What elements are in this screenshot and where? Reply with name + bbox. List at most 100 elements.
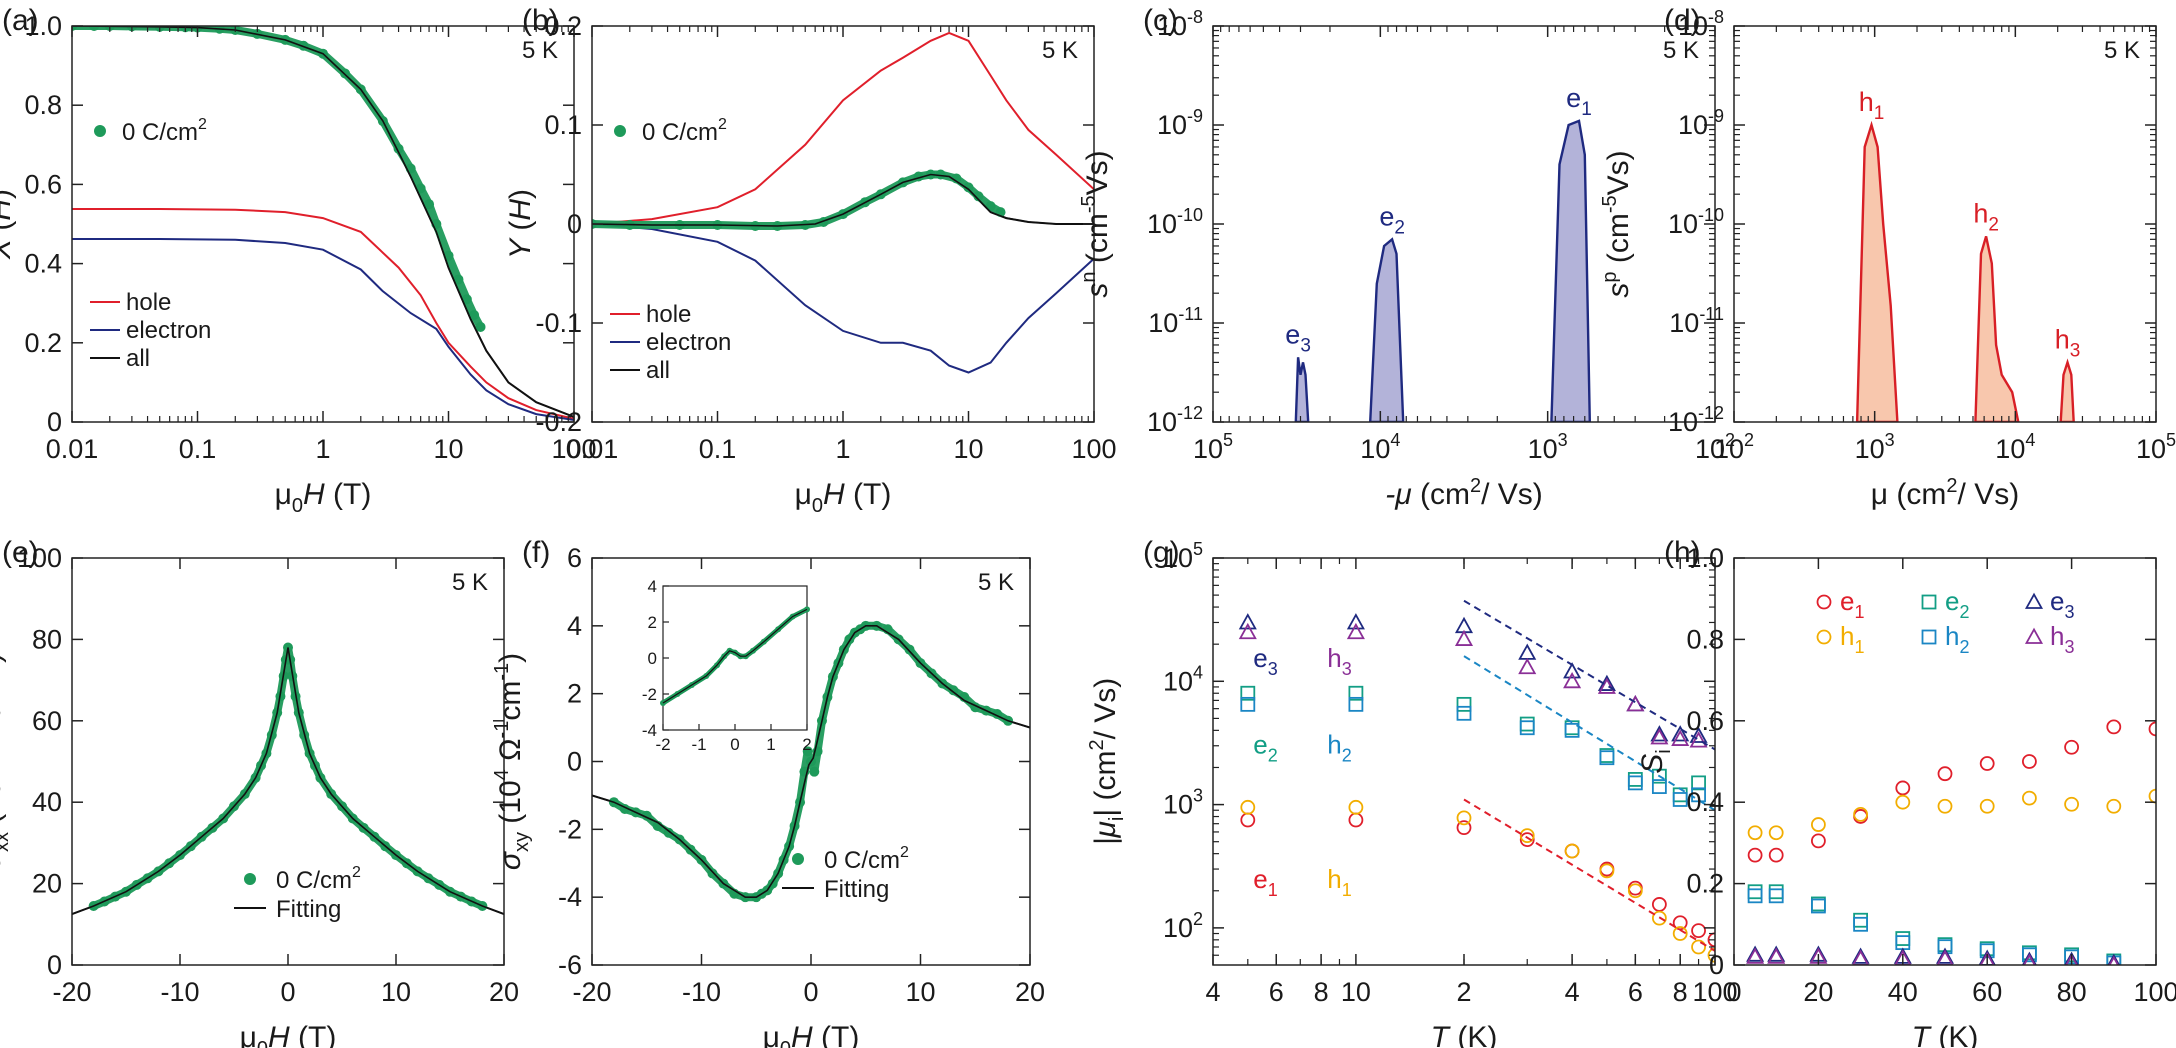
axis-label-part: / Vs) (1958, 478, 2020, 511)
y-axis-label: sp (cm-5Vs) (1599, 150, 1635, 297)
data-marker-h1 (1811, 817, 1826, 832)
legend-label-sub: 3 (2064, 637, 2074, 657)
data-marker-h2 (1519, 720, 1535, 736)
series-label-base: e (1253, 729, 1267, 759)
axis-label-part: Y (504, 237, 537, 259)
y-tick-label: 10-9 (1678, 106, 1724, 140)
temperature-label: 5 K (978, 569, 1014, 596)
y-tick-label-text: 100 (17, 543, 62, 573)
data-marker-h3 (1746, 947, 1765, 964)
y-tick-label-text: 20 (32, 869, 62, 899)
series-label: e3 (1253, 643, 1277, 679)
data-marker-e1 (1651, 897, 1667, 912)
legend-label-sub: 3 (2064, 602, 2074, 622)
panel-label: (a) (2, 4, 39, 37)
axis-label-part: H (823, 478, 845, 511)
y-tick-label: 2 (567, 679, 582, 709)
data-marker-h1 (2106, 798, 2122, 814)
y-tick-label: -4 (558, 882, 582, 912)
y-tick-label: 0.2 (24, 328, 62, 358)
legend-label-sub: 1 (1854, 602, 1864, 622)
y-tick-label-text: 0.1 (544, 110, 582, 140)
legend-marker-h3 (2024, 627, 2044, 644)
data-marker-h1 (2022, 790, 2037, 806)
legend-dot-marker (94, 125, 106, 137)
series-line-hole (72, 208, 574, 420)
series-label-sub: 3 (1268, 659, 1278, 679)
x-tick-label: -20 (52, 977, 91, 1007)
axes-frame (1212, 25, 1716, 423)
axis-label-part: |μ (1089, 821, 1122, 845)
data-marker-h2 (1672, 792, 1688, 807)
plot-area-a (72, 26, 574, 421)
legend-label: e1 (1840, 586, 1864, 622)
series-line-all-overlay (592, 173, 1094, 227)
legend-data-text: 0 C/cm (276, 867, 352, 894)
x-axis-label: μ0H (T) (240, 1021, 337, 1048)
x-tick-label-text: 10 (953, 434, 983, 464)
peak-label-base: h (2055, 324, 2070, 354)
y-tick-label-text: -0.2 (535, 407, 582, 437)
axis-label-part: σ (0, 850, 7, 870)
axis-label-part: cm (0, 681, 7, 721)
data-point (951, 173, 962, 184)
panel-label: (d) (1664, 4, 1701, 37)
axis-label-part: (10 (0, 780, 7, 832)
inset-y-tick-label: 0 (648, 649, 657, 668)
x-tick-label: 0 (280, 977, 295, 1007)
y-tick-exp: -9 (1187, 106, 1203, 126)
axis-label-part: / Vs) (1481, 478, 1543, 511)
axis-label-part: 0 (257, 1038, 268, 1048)
series-label-sub: 2 (1342, 745, 1352, 765)
axis-label-part: 2 (1946, 475, 1957, 497)
y-tick-label: 0 (47, 950, 62, 980)
y-tick-label-text: 0.2 (1686, 869, 1724, 899)
legend-label-electron: electron (126, 317, 211, 344)
legend-dot-sup: 2 (718, 116, 727, 133)
fitting-line-overlay (72, 647, 504, 915)
x-tick-label-text: 20 (1015, 977, 1045, 1007)
plot-area-c (1294, 119, 1592, 422)
axis-label-part: Vs) (1602, 150, 1635, 195)
data-marker-h1 (1979, 798, 1995, 814)
x-tick-label-text: 4 (1565, 977, 1580, 1007)
x-tick-label: 0 (1726, 977, 1741, 1007)
x-tick-label-text: 100 (1692, 977, 1737, 1007)
peak-e2 (1368, 237, 1405, 422)
x-tick-label: 6 (1269, 977, 1284, 1007)
data-point (89, 26, 100, 31)
x-tick-label-text: 0.01 (46, 434, 99, 464)
x-tick-exp: 2 (1725, 430, 1735, 450)
x-tick-label: 100 (1692, 977, 1737, 1007)
y-tick-base: 10 (1163, 790, 1193, 820)
y-tick-base: 10 (1148, 308, 1178, 338)
x-tick-label: 0 (803, 977, 818, 1007)
data-marker-e2 (1747, 884, 1763, 900)
y-axis-label: σxx (104 Ω-1cm-1) (0, 653, 13, 870)
y-tick-label-text: -0.1 (535, 308, 582, 338)
x-tick-label: 105 (2136, 430, 2176, 464)
series-label-sub: 2 (1268, 745, 1278, 765)
peak-h3 (2059, 358, 2075, 422)
y-tick-label: 0 (47, 407, 62, 437)
axis-label-part: Ω (0, 738, 7, 769)
plot-area-g (1238, 599, 1715, 963)
data-marker-h1 (1519, 828, 1535, 844)
plot-area-e (72, 642, 504, 916)
data-marker-e1 (1519, 832, 1535, 848)
x-tick-label-text: 40 (1888, 977, 1918, 1007)
y-tick-label: 4 (567, 611, 582, 641)
x-tick-label: 103 (1855, 430, 1895, 464)
x-tick-base: 10 (1528, 434, 1558, 464)
data-marker-e1 (1691, 923, 1706, 939)
y-tick-label: 0.8 (24, 90, 62, 120)
y-tick-label: 10-12 (1147, 403, 1203, 437)
data-marker-e1 (1895, 780, 1911, 796)
data-marker-h3 (1454, 629, 1474, 646)
x-tick-exp: 3 (1885, 430, 1895, 450)
data-marker-h1 (1564, 843, 1580, 859)
series-label-sub: 1 (1268, 880, 1278, 900)
